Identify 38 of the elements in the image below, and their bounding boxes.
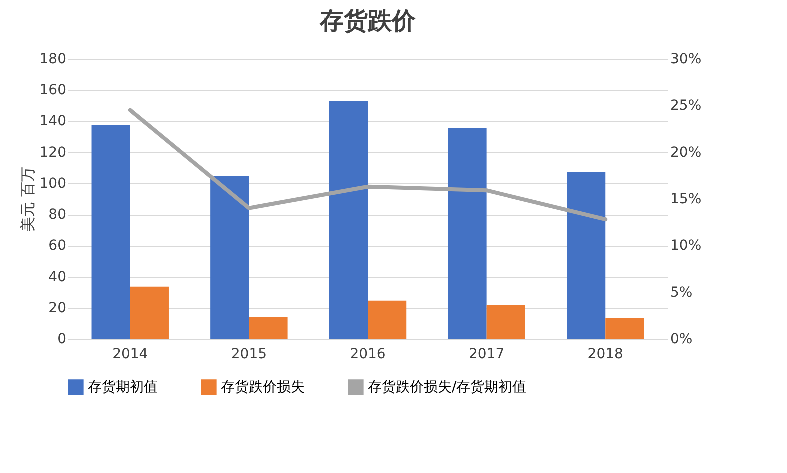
x-tick-label: 2015	[231, 346, 268, 362]
y-tick-label: 100	[40, 176, 66, 192]
legend-label: 存货跌价损失/存货期初值	[368, 379, 527, 396]
y-tick-label: 60	[48, 238, 66, 254]
bar	[448, 128, 487, 339]
bar	[249, 317, 288, 339]
y-tick-label: 180	[40, 52, 66, 68]
y2-tick-label: 10%	[670, 238, 702, 254]
y2-tick-label: 0%	[670, 332, 693, 348]
y-tick-label: 140	[40, 114, 66, 130]
y2-tick-label: 20%	[670, 144, 702, 161]
x-tick-label: 2014	[112, 346, 148, 362]
y-tick-label: 120	[40, 144, 66, 161]
y-tick-label: 160	[40, 82, 66, 99]
line-series	[128, 108, 608, 222]
x-tick-label: 2016	[350, 346, 386, 362]
bar	[130, 286, 169, 339]
y2-tick-label: 30%	[670, 52, 702, 68]
bar	[329, 101, 368, 339]
legend-label: 存货跌价损失	[221, 379, 305, 396]
x-tick-label: 2017	[468, 346, 505, 362]
legend-label: 存货期初值	[88, 379, 158, 396]
bar	[567, 172, 606, 339]
y2-tick-label: 25%	[670, 98, 702, 114]
y-axis-title: 美元 百万	[18, 167, 37, 232]
y2-tick-label: 15%	[670, 192, 702, 208]
x-tick-label: 2018	[588, 346, 624, 362]
chart-title: 存货跌价	[319, 7, 417, 35]
y-tick-label: 40	[48, 269, 66, 286]
bar	[486, 306, 526, 339]
y-tick-label: 0	[58, 332, 66, 348]
bar	[92, 125, 130, 339]
y-tick-label: 80	[48, 207, 66, 224]
bar	[368, 300, 407, 339]
y2-tick-label: 5%	[670, 284, 693, 301]
y-tick-label: 20	[48, 300, 66, 316]
bar	[606, 318, 644, 339]
bar	[210, 176, 250, 339]
